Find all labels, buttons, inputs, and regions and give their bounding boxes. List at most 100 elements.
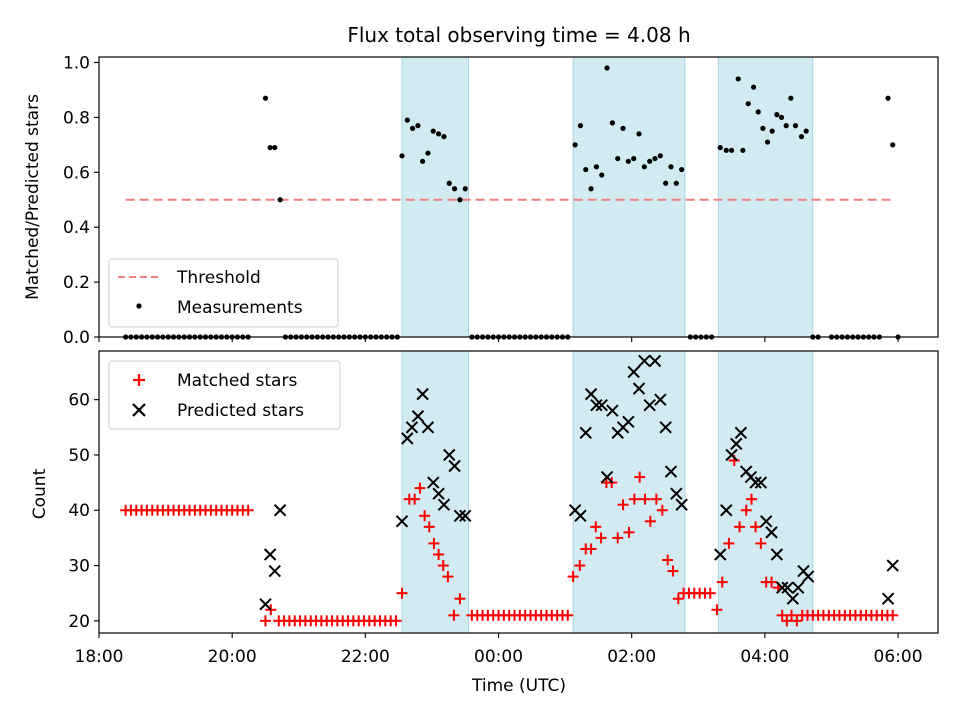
predicted-stars-points bbox=[259, 354, 899, 611]
predicted-star-point bbox=[416, 387, 429, 401]
matched-star-point bbox=[711, 604, 723, 616]
matched-stars-points bbox=[120, 454, 899, 627]
measurement-point bbox=[420, 158, 426, 164]
predicted-star-point bbox=[453, 509, 467, 522]
measurement-point bbox=[462, 186, 468, 192]
matched-star-point bbox=[448, 609, 460, 621]
x-stroke-b bbox=[765, 526, 778, 539]
measurement-point bbox=[750, 84, 757, 90]
top-y-tick-label: 0.2 bbox=[63, 273, 90, 293]
predicted-star-point bbox=[730, 437, 743, 451]
top-axes-frame bbox=[98, 56, 939, 338]
measurement-point bbox=[599, 172, 605, 178]
measurement-point bbox=[755, 109, 761, 115]
matched-star-point bbox=[612, 532, 624, 544]
x-stroke-b bbox=[886, 559, 899, 572]
predicted-star-point bbox=[749, 476, 762, 489]
x-stroke-b bbox=[432, 487, 445, 500]
predicted-star-point bbox=[574, 509, 587, 522]
x-stroke-b bbox=[781, 581, 794, 594]
x-stroke-b bbox=[749, 476, 762, 489]
legend-measurements-label: Measurements bbox=[177, 298, 303, 318]
measurement-point bbox=[885, 95, 891, 101]
bottom-y-tick-label: 40 bbox=[68, 501, 90, 521]
measurement-point bbox=[593, 164, 600, 170]
predicted-star-point bbox=[775, 581, 789, 594]
legend-matched-label: Matched stars bbox=[177, 371, 297, 391]
bottom-shaded-intervals bbox=[401, 350, 814, 634]
predicted-star-point bbox=[437, 498, 451, 511]
x-stroke-b bbox=[600, 470, 614, 484]
x-stroke-b bbox=[606, 404, 619, 417]
matched-star-point bbox=[567, 571, 579, 583]
legend-matched-swatch bbox=[133, 374, 145, 386]
matched-star-point bbox=[428, 537, 440, 549]
x-tick-label: 22:00 bbox=[341, 647, 390, 667]
measurement-point bbox=[717, 144, 723, 151]
x-tick-label: 04:00 bbox=[740, 647, 789, 667]
top-y-ticks: 0.0 0.2 0.4 0.6 0.8 1.0 bbox=[63, 53, 99, 348]
predicted-star-point bbox=[584, 387, 598, 401]
x-stroke-b bbox=[759, 515, 773, 528]
measurement-point bbox=[647, 158, 653, 164]
top-legend: Threshold Measurements bbox=[108, 258, 339, 328]
measurement-point bbox=[792, 123, 799, 129]
x-stroke-b bbox=[714, 548, 727, 561]
matched-star-point bbox=[740, 504, 752, 516]
measurement-point bbox=[798, 134, 805, 140]
bottom-y-ticks: 20 30 40 50 60 bbox=[68, 391, 99, 632]
predicted-star-point bbox=[648, 354, 662, 368]
legend-predicted-swatch bbox=[132, 403, 146, 417]
matched-star-point bbox=[755, 537, 767, 549]
shaded-interval-2 bbox=[717, 56, 814, 338]
matched-star-point bbox=[409, 493, 421, 505]
measurement-point bbox=[451, 186, 458, 192]
measurement-point bbox=[404, 117, 410, 123]
top-y-tick-label: 0.4 bbox=[63, 218, 90, 238]
predicted-star-point bbox=[632, 382, 646, 395]
matched-star-point bbox=[634, 471, 646, 483]
measurement-point bbox=[673, 180, 679, 186]
predicted-star-point bbox=[263, 548, 277, 561]
bottom-y-tick-label: 60 bbox=[68, 391, 90, 411]
x-stroke-b bbox=[443, 448, 456, 462]
predicted-star-point bbox=[720, 504, 733, 517]
matched-star-point bbox=[574, 560, 586, 572]
matched-star-point bbox=[442, 571, 454, 583]
top-shaded-intervals bbox=[401, 56, 814, 338]
measurement-point bbox=[679, 166, 685, 173]
matched-star-point bbox=[617, 499, 629, 511]
predicted-star-point bbox=[770, 548, 784, 561]
predicted-star-point bbox=[459, 509, 472, 522]
predicted-star-point bbox=[786, 592, 800, 605]
predicted-star-point bbox=[579, 426, 592, 440]
x-stroke-b bbox=[720, 504, 733, 517]
x-stroke-b bbox=[411, 410, 425, 423]
measurement-point bbox=[657, 153, 663, 159]
predicted-star-point bbox=[754, 476, 768, 489]
x-stroke-b bbox=[654, 393, 667, 406]
matched-star-point bbox=[781, 615, 793, 627]
bottom-axes-frame bbox=[98, 350, 939, 634]
x-stroke-b bbox=[459, 509, 472, 522]
matched-star-point bbox=[639, 493, 651, 505]
x-stroke-b bbox=[643, 398, 656, 412]
measurement-point bbox=[764, 139, 771, 145]
measurement-point bbox=[262, 95, 269, 101]
x-stroke-b bbox=[664, 465, 678, 478]
predicted-star-point bbox=[659, 421, 672, 434]
predicted-star-point bbox=[627, 365, 640, 379]
matched-star-point bbox=[650, 493, 662, 505]
x-stroke-b bbox=[791, 581, 805, 594]
predicted-star-point bbox=[670, 487, 683, 500]
matched-star-point bbox=[704, 587, 716, 599]
x-stroke-b bbox=[659, 421, 672, 434]
matched-star-point bbox=[623, 526, 635, 538]
measurement-point bbox=[446, 180, 452, 186]
x-stroke-b bbox=[632, 382, 646, 395]
predicted-star-point bbox=[448, 459, 461, 473]
x-stroke-b bbox=[734, 426, 748, 440]
predicted-star-point bbox=[801, 570, 815, 583]
bottom-panel: 20 30 40 50 60 18:00 20:00 22:00 00:00 02:00 04:0… bbox=[30, 350, 939, 696]
predicted-star-point bbox=[759, 515, 773, 528]
